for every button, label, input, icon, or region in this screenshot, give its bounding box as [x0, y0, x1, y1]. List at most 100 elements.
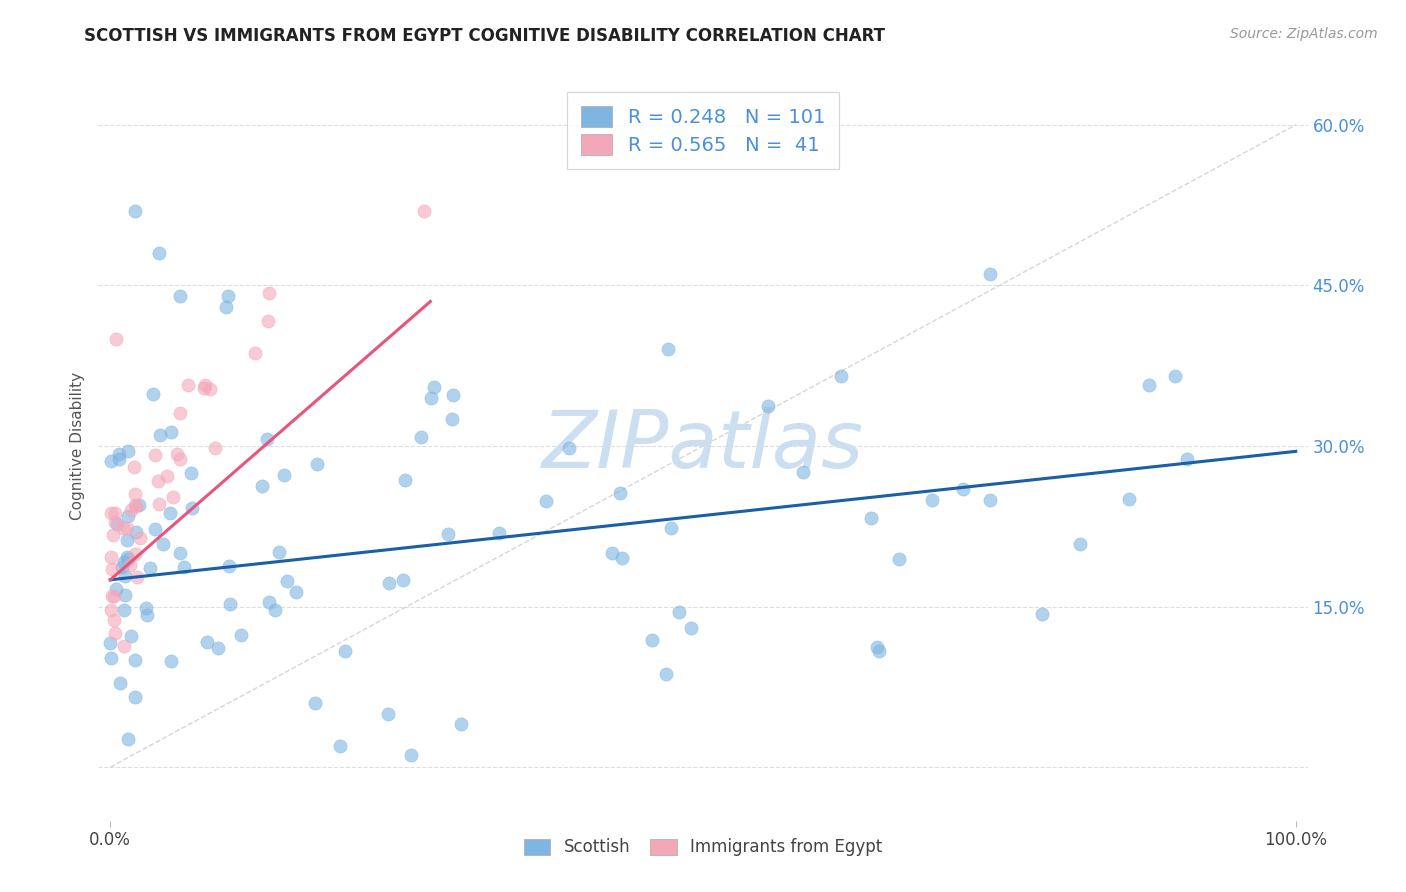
Legend: Scottish, Immigrants from Egypt: Scottish, Immigrants from Egypt — [515, 830, 891, 864]
Point — [124, 498, 146, 512]
Point — [100, 506, 122, 520]
Point — [1175, 452, 1198, 467]
Point — [411, 430, 433, 444]
Point — [1069, 537, 1091, 551]
Point — [111, 521, 134, 535]
Point — [401, 747, 423, 762]
Point — [557, 441, 579, 455]
Point — [378, 576, 401, 591]
Point — [1031, 607, 1053, 621]
Point — [392, 573, 415, 587]
Point — [100, 454, 122, 468]
Point — [198, 382, 221, 396]
Point — [101, 589, 124, 603]
Point — [135, 607, 157, 622]
Point — [204, 441, 226, 455]
Point — [250, 479, 273, 493]
Point — [830, 369, 852, 384]
Point — [114, 569, 136, 583]
Point — [108, 451, 131, 466]
Point — [100, 561, 122, 575]
Point — [194, 377, 217, 392]
Point — [217, 289, 239, 303]
Point — [231, 628, 253, 642]
Point — [103, 613, 125, 627]
Point — [377, 706, 399, 721]
Point — [285, 584, 308, 599]
Point — [609, 486, 631, 500]
Point — [156, 469, 179, 483]
Point — [440, 411, 463, 425]
Point — [122, 460, 145, 475]
Point — [104, 515, 127, 529]
Point — [160, 425, 183, 439]
Point — [125, 500, 148, 514]
Point — [112, 602, 135, 616]
Point — [117, 731, 139, 746]
Text: SCOTTISH VS IMMIGRANTS FROM EGYPT COGNITIVE DISABILITY CORRELATION CHART: SCOTTISH VS IMMIGRANTS FROM EGYPT COGNIT… — [84, 27, 886, 45]
Point — [243, 346, 266, 360]
Point — [195, 635, 218, 649]
Point — [112, 555, 135, 569]
Point — [256, 432, 278, 446]
Point — [866, 640, 889, 655]
Point — [118, 558, 141, 573]
Point — [115, 521, 138, 535]
Point — [169, 547, 191, 561]
Point — [149, 428, 172, 442]
Point — [394, 474, 416, 488]
Point — [177, 378, 200, 392]
Point — [420, 391, 443, 405]
Point — [659, 520, 682, 534]
Point — [127, 569, 149, 583]
Point — [169, 289, 191, 303]
Point — [112, 639, 135, 653]
Point — [1137, 378, 1160, 392]
Point — [139, 561, 162, 575]
Point — [264, 603, 287, 617]
Point — [450, 717, 472, 731]
Point — [600, 546, 623, 560]
Point — [135, 601, 157, 615]
Point — [276, 574, 298, 589]
Point — [162, 490, 184, 504]
Point — [120, 503, 142, 517]
Point — [143, 448, 166, 462]
Y-axis label: Cognitive Disability: Cognitive Disability — [70, 372, 86, 520]
Point — [166, 447, 188, 461]
Point — [100, 650, 122, 665]
Point — [128, 498, 150, 512]
Point — [488, 525, 510, 540]
Point — [148, 497, 170, 511]
Point — [152, 537, 174, 551]
Point — [148, 246, 170, 260]
Point — [756, 399, 779, 413]
Point — [124, 653, 146, 667]
Point — [117, 509, 139, 524]
Point — [143, 522, 166, 536]
Point — [256, 314, 278, 328]
Point — [120, 629, 142, 643]
Point — [128, 531, 150, 545]
Point — [108, 446, 131, 460]
Point — [117, 444, 139, 458]
Point — [117, 552, 139, 566]
Point — [640, 632, 662, 647]
Point — [887, 552, 910, 566]
Point — [104, 582, 127, 596]
Point — [259, 595, 281, 609]
Point — [100, 636, 122, 650]
Point — [124, 203, 146, 218]
Point — [423, 380, 446, 394]
Point — [124, 547, 146, 561]
Point — [159, 506, 181, 520]
Point — [100, 603, 122, 617]
Point — [952, 482, 974, 496]
Point — [111, 560, 134, 574]
Point — [105, 517, 128, 532]
Point — [218, 559, 240, 574]
Point — [218, 598, 240, 612]
Point — [441, 388, 464, 402]
Point — [610, 550, 633, 565]
Point — [215, 300, 238, 314]
